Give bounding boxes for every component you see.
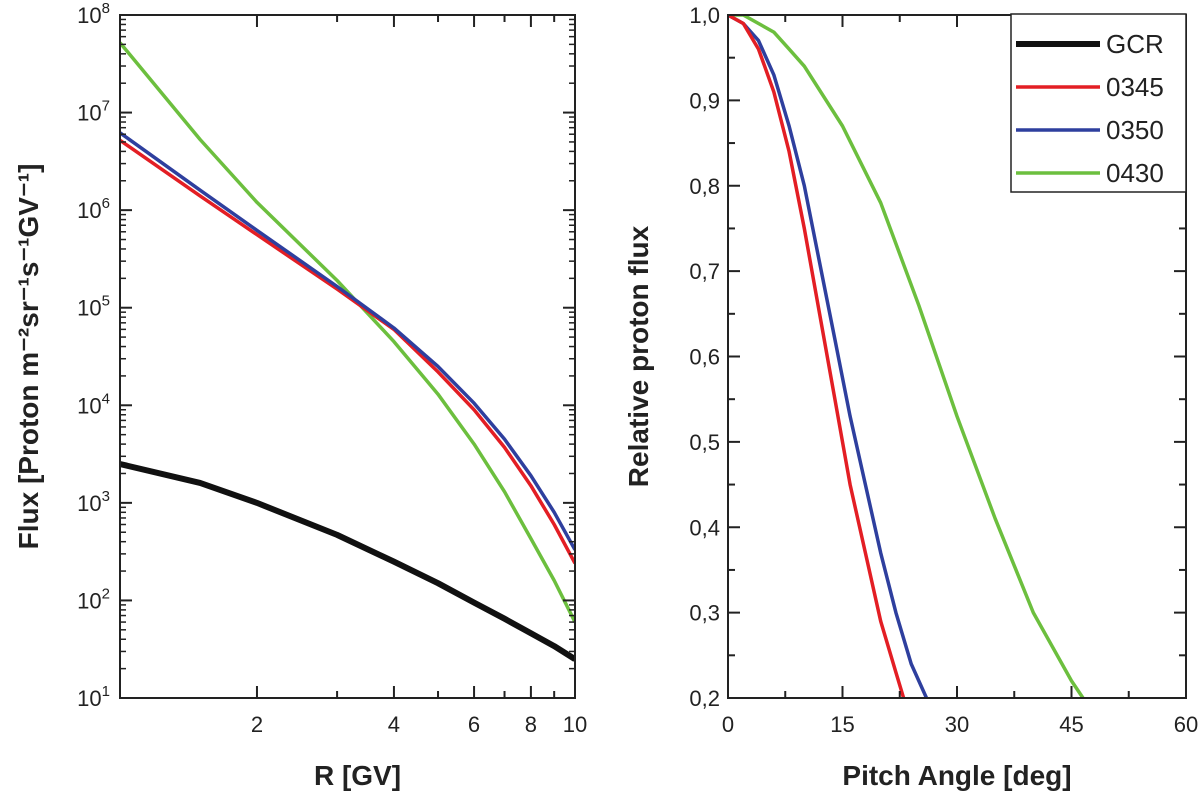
y-tick-label: 0,2 [689,686,720,711]
x-tick-label: 10 [563,712,587,737]
x-tick-label: 2 [251,712,263,737]
y-tick-label: 103 [77,488,110,516]
y-tick-label: 0,4 [689,515,720,540]
y-tick-label: 105 [77,293,110,321]
y-tick-label: 101 [77,683,110,711]
flux-panel: 2 4 6 8 10 101 102 103 104 105 106 107 108 R [GV] Flux… [13,0,587,791]
series-line-0350 [120,131,575,551]
y-tick-label: 0,8 [689,174,720,199]
y-tick-label: 0,9 [689,88,720,113]
legend: GCR 0345 0350 0430 [1010,13,1187,193]
x-tick-label: 45 [1059,712,1083,737]
y-tick-label: 104 [77,390,110,418]
plot-frame-left [119,14,576,699]
x-tick-label: 0 [722,712,734,737]
series-line-0345 [120,138,575,565]
y-tick-label: 108 [77,0,110,28]
pitch-angle-panel: 0 15 30 45 60 0,2 0,3 0,4 0,5 0,6 0,7 0,8 0,9 1,0 Pitc… [623,3,1198,791]
legend-label-0345: 0345 [1106,72,1164,102]
x-tick-label: 8 [525,712,537,737]
legend-label-0430: 0430 [1106,158,1164,188]
x-tick-label: 6 [468,712,480,737]
x-tick-label: 30 [945,712,969,737]
y-tick-label: 0,7 [689,259,720,284]
y-tick-label: 0,5 [689,430,720,455]
y-axis-label: Flux [Proton m⁻²sr⁻¹s⁻¹GV⁻¹] [13,164,44,550]
y-tick-label: 106 [77,195,110,223]
y-axis-label: Relative proton flux [623,225,654,487]
series-line-0345 [728,15,906,698]
y-tick-label: 102 [77,585,110,613]
y-tick-label: 0,3 [689,601,720,626]
x-axis-label: R [GV] [314,760,401,791]
x-tick-label: 60 [1174,712,1198,737]
series-line-0350 [728,15,929,698]
legend-label-0350: 0350 [1106,115,1164,145]
legend-label-GCR: GCR [1106,29,1164,59]
x-tick-label: 15 [830,712,854,737]
series-line-GCR [120,461,575,662]
y-tick-label: 1,0 [689,3,720,28]
x-axis-label: Pitch Angle [deg] [842,760,1071,791]
series-line-0430 [120,41,575,623]
series-line-0430 [728,15,1085,698]
y-tick-label: 0,6 [689,345,720,370]
y-tick-label: 107 [77,98,110,126]
x-tick-label: 4 [388,712,400,737]
